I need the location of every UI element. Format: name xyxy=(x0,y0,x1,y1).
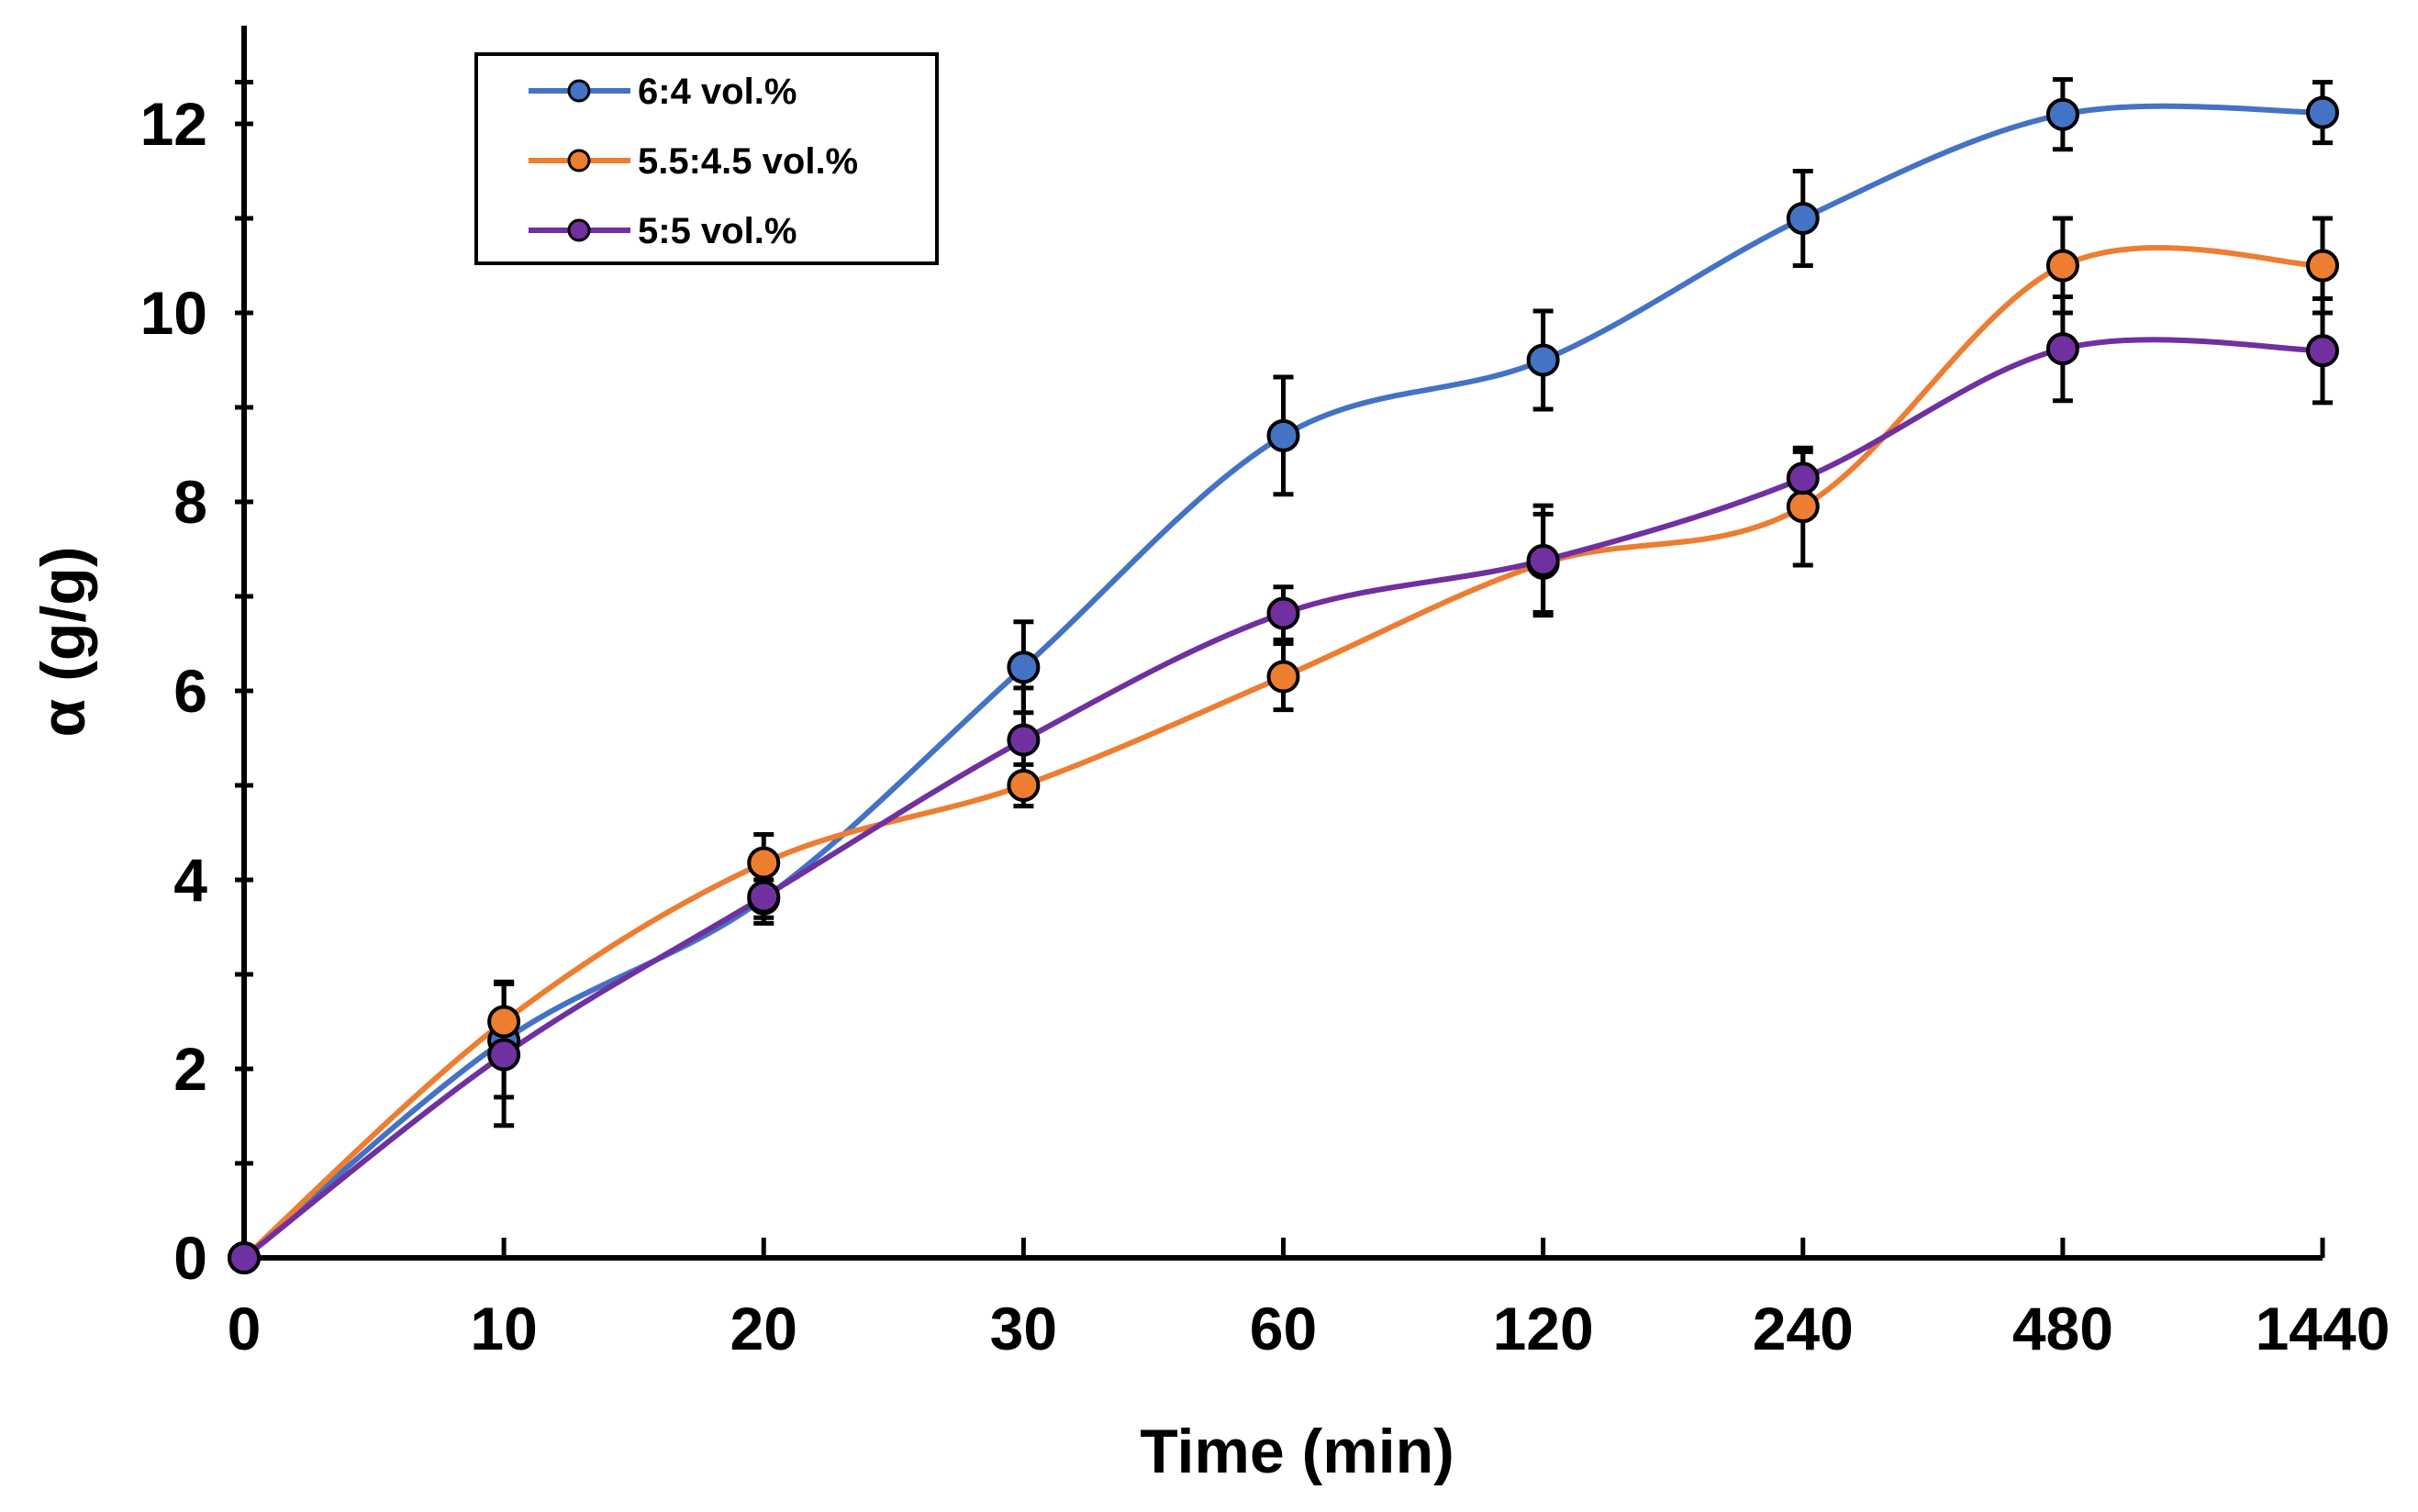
data-point-2 xyxy=(747,846,781,880)
legend-label: 6:4 vol.% xyxy=(638,72,797,112)
data-point-2 xyxy=(487,1005,521,1039)
legend: 6:4 vol.% 5.5:4.5 vol.% 5:5 vol.% xyxy=(474,52,939,265)
legend-label: 5:5 vol.% xyxy=(638,211,797,251)
y-axis-title: α (g/g) xyxy=(28,547,98,738)
data-point-1 xyxy=(1786,202,1820,235)
y-tick-label: 6 xyxy=(173,657,207,725)
data-point-1 xyxy=(1526,343,1560,377)
x-tick-label: 0 xyxy=(228,1295,262,1362)
data-point-3 xyxy=(487,1038,521,1072)
y-tick-label: 0 xyxy=(173,1224,207,1292)
legend-swatch-marker xyxy=(567,218,591,242)
x-tick-label: 10 xyxy=(470,1295,537,1362)
data-point-2 xyxy=(1007,769,1041,802)
data-point-2 xyxy=(2306,249,2339,283)
data-point-1 xyxy=(1266,418,1300,452)
x-tick-label: 60 xyxy=(1250,1295,1317,1362)
series-line-1 xyxy=(242,103,2323,1261)
data-point-2 xyxy=(1786,490,1820,524)
labels: Time (min) α (g/g) xyxy=(28,547,1454,1486)
y-tick-label: 4 xyxy=(173,846,207,914)
y-tick-label: 12 xyxy=(140,90,207,158)
legend-label: 5.5:4.5 vol.% xyxy=(638,141,858,182)
x-axis-title: Time (min) xyxy=(1140,1417,1454,1486)
data-point-3 xyxy=(1526,543,1560,577)
data-point-3 xyxy=(228,1241,261,1274)
data-point-2 xyxy=(2045,249,2079,283)
x-tick-label: 20 xyxy=(730,1295,797,1362)
x-tick-label: 1440 xyxy=(2256,1295,2390,1362)
data-point-3 xyxy=(1007,723,1041,757)
x-tick-label: 120 xyxy=(1493,1295,1594,1362)
x-tick-label: 240 xyxy=(1753,1295,1854,1362)
legend-swatch-marker xyxy=(567,79,591,103)
y-tick-label: 10 xyxy=(140,279,207,347)
series-layer xyxy=(228,77,2339,1274)
y-tick-label: 8 xyxy=(173,468,207,536)
x-tick-label: 30 xyxy=(990,1295,1057,1362)
data-point-3 xyxy=(1786,461,1820,495)
data-point-3 xyxy=(747,880,781,914)
y-tick-label: 2 xyxy=(173,1035,207,1103)
data-point-3 xyxy=(2045,332,2079,366)
data-point-3 xyxy=(1266,596,1300,630)
data-point-1 xyxy=(2306,95,2339,129)
data-point-3 xyxy=(2306,334,2339,368)
data-point-1 xyxy=(1007,650,1041,684)
data-point-2 xyxy=(1266,660,1300,694)
data-point-1 xyxy=(2045,97,2079,131)
x-tick-label: 480 xyxy=(2012,1295,2113,1362)
legend-swatch-marker xyxy=(567,149,591,172)
